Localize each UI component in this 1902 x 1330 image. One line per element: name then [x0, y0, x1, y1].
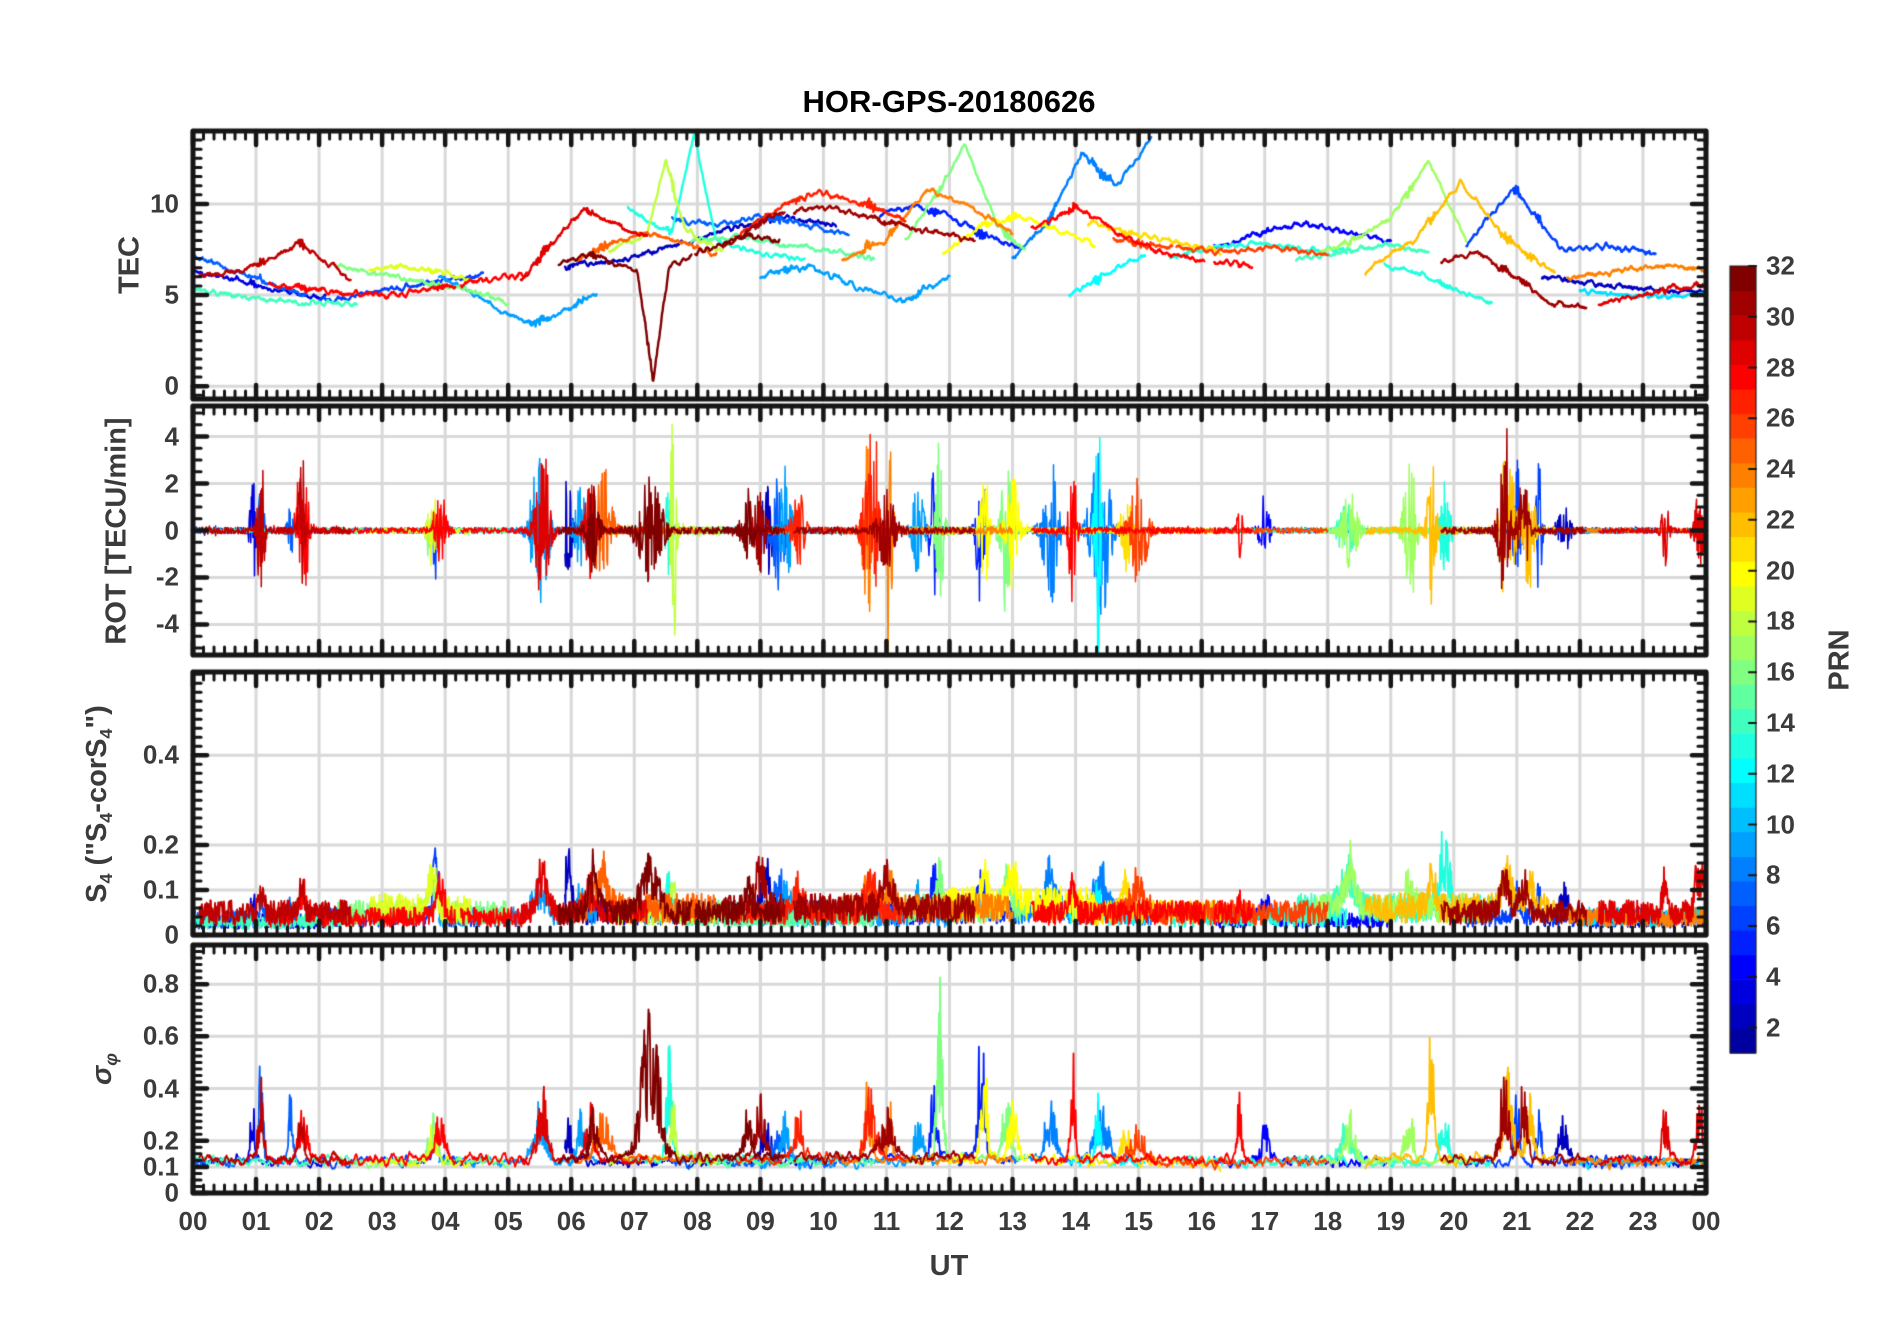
- x-tick-label: 00: [178, 1206, 208, 1236]
- y-tick-label-sigma_phi: 0.1: [142, 1151, 179, 1182]
- y-axis-label-part: -corS: [80, 738, 113, 813]
- y-tick-label-sigma_phi: 0.2: [142, 1125, 179, 1156]
- colorbar-tick-label: 6: [1766, 910, 1781, 941]
- y-axis-label-part: ("S: [80, 822, 113, 874]
- y-axis-label-sigma_phi: σφ: [86, 1053, 122, 1085]
- y-axis-label-part: σ: [85, 1065, 118, 1085]
- y-tick-label-rot: -2: [155, 561, 179, 592]
- x-tick-label: 15: [1124, 1206, 1154, 1236]
- y-tick-label-sigma_phi: 0.4: [142, 1073, 179, 1104]
- x-tick-label: 17: [1250, 1206, 1280, 1236]
- y-axis-label-part: 4: [96, 728, 117, 739]
- x-axis-label: UT: [929, 1250, 969, 1282]
- x-tick-label: 04: [430, 1206, 460, 1236]
- colorbar-label: PRN: [1823, 629, 1856, 691]
- x-tick-label: 07: [619, 1206, 649, 1236]
- colorbar-tick-label: 16: [1766, 656, 1795, 687]
- x-tick-label: 02: [304, 1206, 334, 1236]
- x-tick-label: 14: [1061, 1206, 1091, 1236]
- y-tick-label-rot: 0: [164, 515, 179, 545]
- y-axis-label-part: ROT [TECU/min]: [100, 416, 133, 645]
- y-tick-label-tec: 0: [164, 370, 179, 401]
- colorbar-tick-label: 32: [1766, 250, 1795, 281]
- colorbar-tick-label: 20: [1766, 555, 1795, 586]
- x-tick-label: 16: [1187, 1206, 1217, 1236]
- colorbar-tick-label: 8: [1766, 859, 1781, 890]
- colorbar-tick-label: 10: [1766, 809, 1795, 840]
- colorbar-tick-label: 22: [1766, 504, 1795, 535]
- x-tick-label: 10: [808, 1206, 838, 1236]
- y-axis-label-part: φ: [101, 1053, 122, 1066]
- x-tick-label: 19: [1376, 1206, 1406, 1236]
- colorbar-tick-label: 14: [1766, 707, 1795, 738]
- y-tick-label-s4: 0.2: [142, 829, 179, 860]
- y-tick-label-tec: 5: [164, 279, 179, 310]
- x-tick-label: 12: [935, 1206, 964, 1236]
- y-tick-label-s4: 0.1: [142, 874, 179, 905]
- y-tick-label-sigma_phi: 0: [164, 1177, 179, 1208]
- x-tick-label: 22: [1565, 1206, 1595, 1236]
- x-tick-label: 23: [1628, 1206, 1658, 1236]
- x-tick-label: 03: [367, 1206, 397, 1236]
- y-axis-label-rot: ROT [TECU/min]: [101, 417, 134, 644]
- colorbar-tick-label: 12: [1766, 758, 1795, 789]
- y-axis-label-tec: TEC: [114, 236, 147, 294]
- y-tick-label-sigma_phi: 0.6: [142, 1020, 179, 1051]
- x-tick-label: 06: [556, 1206, 586, 1236]
- colorbar-tick-label: 18: [1766, 605, 1795, 636]
- y-axis-label-part: 4: [96, 812, 117, 823]
- y-axis-label-part: TEC: [113, 236, 146, 294]
- x-tick-label: 05: [493, 1206, 523, 1236]
- y-tick-label-rot: 2: [164, 468, 179, 499]
- colorbar-tick-label: 30: [1766, 301, 1795, 332]
- x-tick-label: 09: [745, 1206, 775, 1236]
- y-tick-label-sigma_phi: 0.8: [142, 968, 179, 999]
- x-tick-label: 13: [998, 1206, 1027, 1236]
- y-axis-label-part: "): [80, 704, 113, 729]
- y-tick-label-s4: 0.4: [142, 739, 179, 770]
- colorbar-tick-label: 28: [1766, 352, 1795, 383]
- colorbar-tick-label: 24: [1766, 453, 1795, 484]
- x-tick-label: 11: [872, 1206, 901, 1236]
- colorbar-tick-label: 2: [1766, 1012, 1781, 1043]
- y-tick-label-rot: 4: [164, 421, 179, 452]
- y-tick-label-s4: 0: [164, 919, 179, 950]
- y-axis-label-s4: S4 ("S4-corS4"): [81, 705, 117, 903]
- y-tick-label-tec: 10: [150, 188, 179, 219]
- colorbar-tick-label: 4: [1766, 961, 1781, 992]
- x-tick-label: 08: [682, 1206, 712, 1236]
- x-tick-label: 21: [1502, 1206, 1532, 1236]
- x-tick-label: 00: [1691, 1206, 1721, 1236]
- colorbar-tick-label: 26: [1766, 402, 1795, 433]
- chart-title: HOR-GPS-20180626: [802, 84, 1096, 119]
- x-tick-label: 20: [1439, 1206, 1469, 1236]
- y-tick-label-rot: -4: [155, 608, 179, 639]
- y-axis-label-part: S: [80, 883, 113, 903]
- x-tick-label: 01: [241, 1206, 271, 1236]
- x-tick-label: 18: [1313, 1206, 1343, 1236]
- y-axis-label-part: 4: [96, 873, 117, 884]
